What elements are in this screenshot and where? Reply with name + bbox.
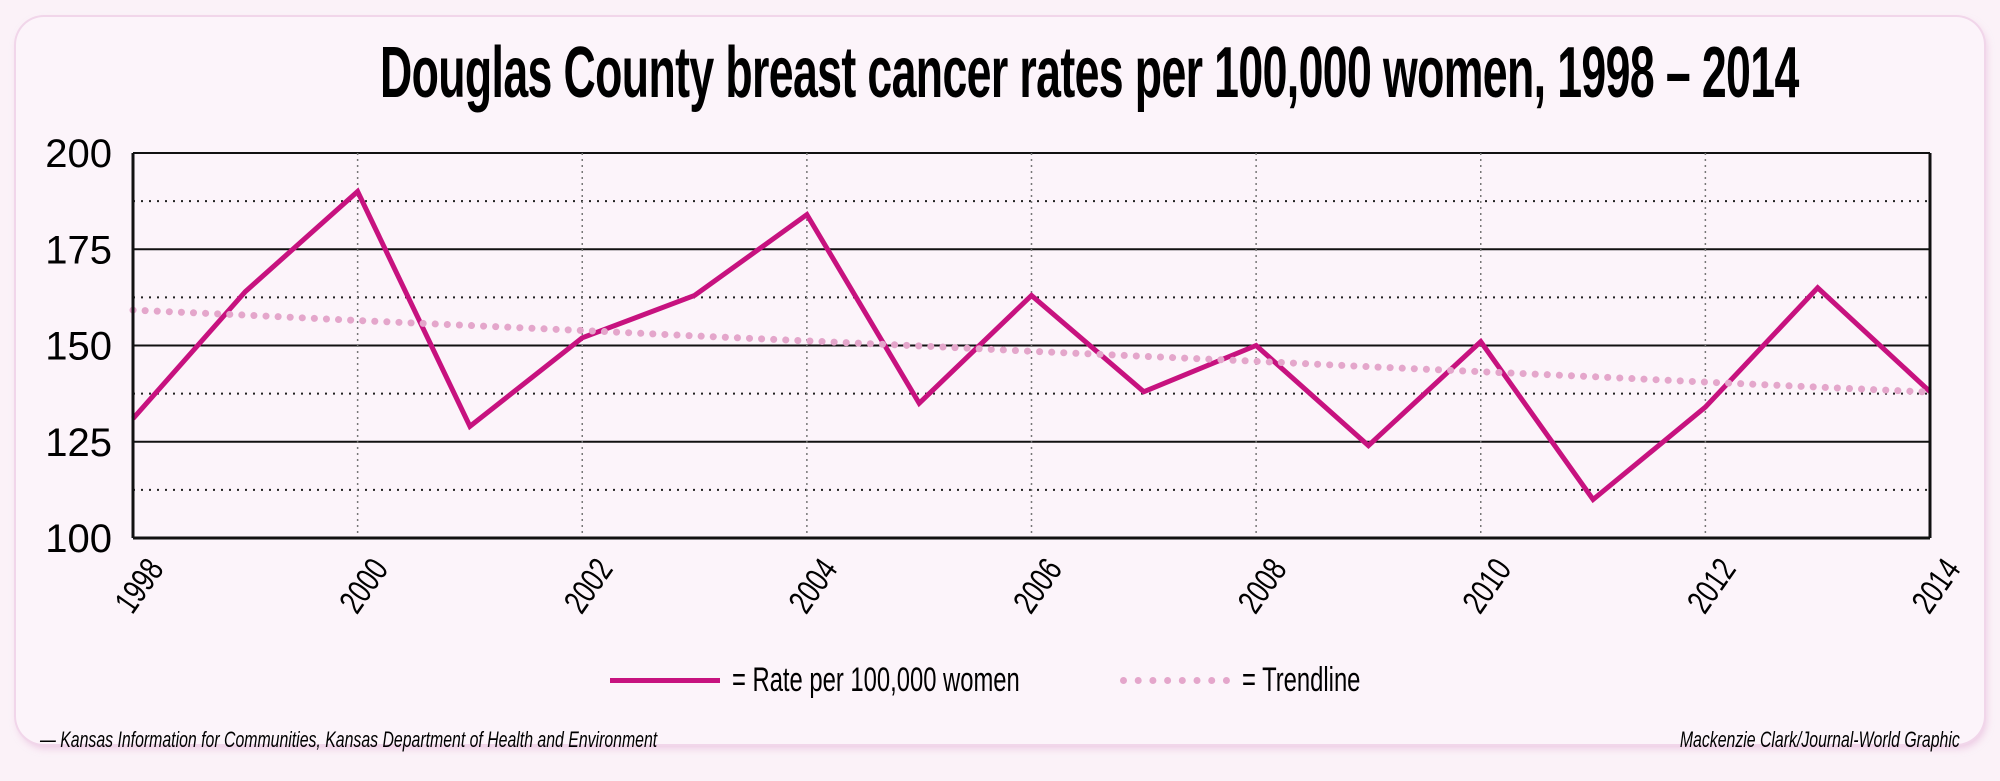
grid xyxy=(133,152,1930,539)
y-tick-label: 200 xyxy=(45,132,112,176)
legend-swatch-rate xyxy=(610,677,720,683)
x-tick-label: 2010 xyxy=(1456,552,1519,620)
x-tick-label: 2008 xyxy=(1231,552,1294,620)
legend-swatch-trendline xyxy=(1120,676,1230,684)
x-tick-label: 2002 xyxy=(557,552,620,620)
series-line-trendline xyxy=(129,306,1934,396)
x-tick-label: 2012 xyxy=(1681,552,1744,620)
chart-title: Douglas County breast cancer rates per 1… xyxy=(380,33,1799,113)
series xyxy=(129,187,1934,504)
legend: = Rate per 100,000 women = Trendline xyxy=(0,655,2000,705)
legend-item-rate: = Rate per 100,000 women xyxy=(610,655,1143,705)
legend-label-trendline: = Trendline xyxy=(1242,660,1361,699)
source-note: — Kansas Information for Communities, Ka… xyxy=(40,727,658,752)
legend-item-trendline: = Trendline xyxy=(1120,655,1411,705)
x-tick-label: 2014 xyxy=(1905,552,1968,620)
x-tick-label: 2004 xyxy=(782,552,845,620)
graphic-credit: Mackenzie Clark/Journal-World Graphic xyxy=(1680,727,1960,752)
axes: 100 125 150 175 200 1998 2000 2002 2004 2006 2008 2… xyxy=(45,132,1968,620)
x-tick-label: 2000 xyxy=(333,552,396,620)
y-tick-label: 175 xyxy=(45,228,112,272)
y-tick-label: 125 xyxy=(45,421,112,465)
x-tick-label: 2006 xyxy=(1007,552,1070,620)
x-tick-label: 1998 xyxy=(108,552,171,620)
y-tick-label: 150 xyxy=(45,325,112,369)
legend-label-rate: = Rate per 100,000 women xyxy=(732,660,1020,699)
y-tick-label: 100 xyxy=(45,517,112,561)
